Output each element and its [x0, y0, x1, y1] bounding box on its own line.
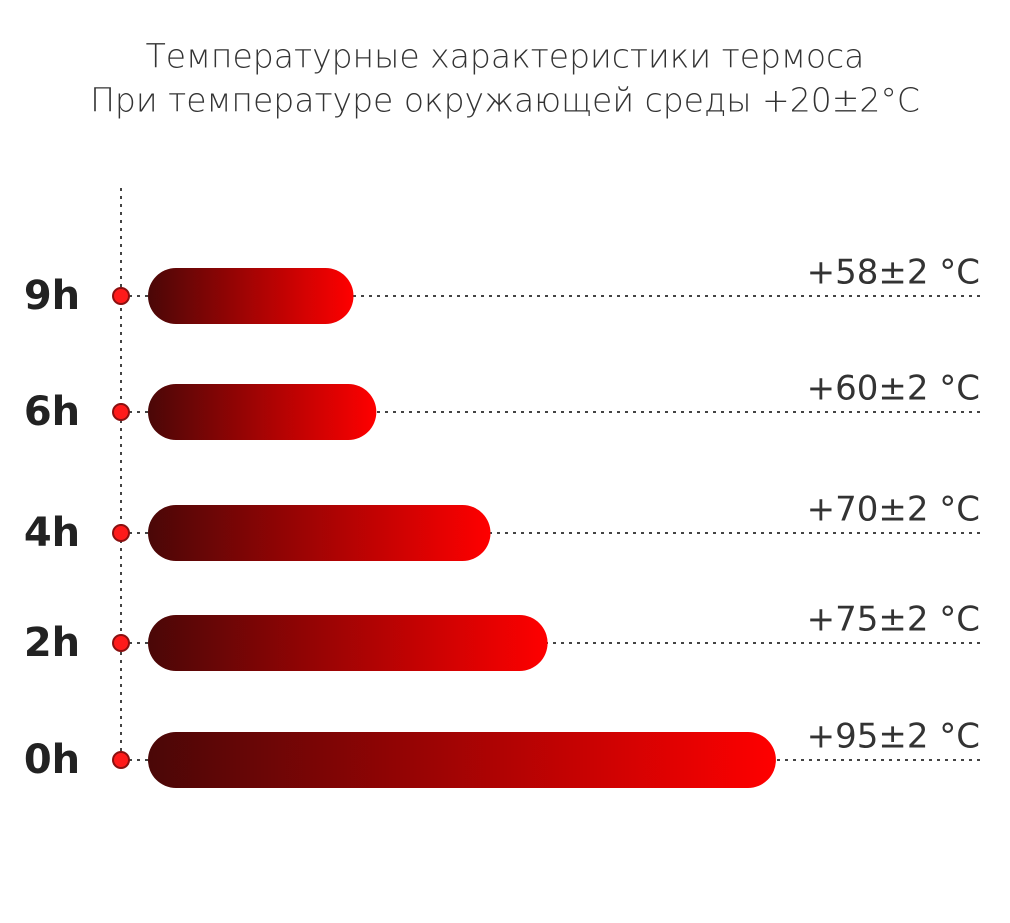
chart-title: Температурные характеристики термоса	[146, 37, 865, 76]
category-label: 4h	[24, 510, 80, 556]
marker-dot	[112, 287, 130, 305]
bar	[148, 384, 377, 440]
category-label: 2h	[24, 620, 80, 666]
bar	[148, 505, 491, 561]
bar	[148, 615, 548, 671]
value-label: +58±2 °C	[807, 253, 980, 293]
category-label: 9h	[24, 273, 80, 319]
value-label: +70±2 °C	[807, 490, 980, 530]
bar	[148, 732, 776, 788]
marker-dot	[112, 751, 130, 769]
chart-subtitle: При температуре окружающей среды +20±2°C	[90, 81, 920, 120]
bar	[148, 268, 354, 324]
category-label: 6h	[24, 389, 80, 435]
marker-dot	[112, 634, 130, 652]
value-label: +75±2 °C	[807, 600, 980, 640]
value-label: +60±2 °C	[807, 369, 980, 409]
marker-dot	[112, 524, 130, 542]
category-label: 0h	[24, 737, 80, 783]
marker-dot	[112, 403, 130, 421]
value-label: +95±2 °C	[807, 717, 980, 757]
